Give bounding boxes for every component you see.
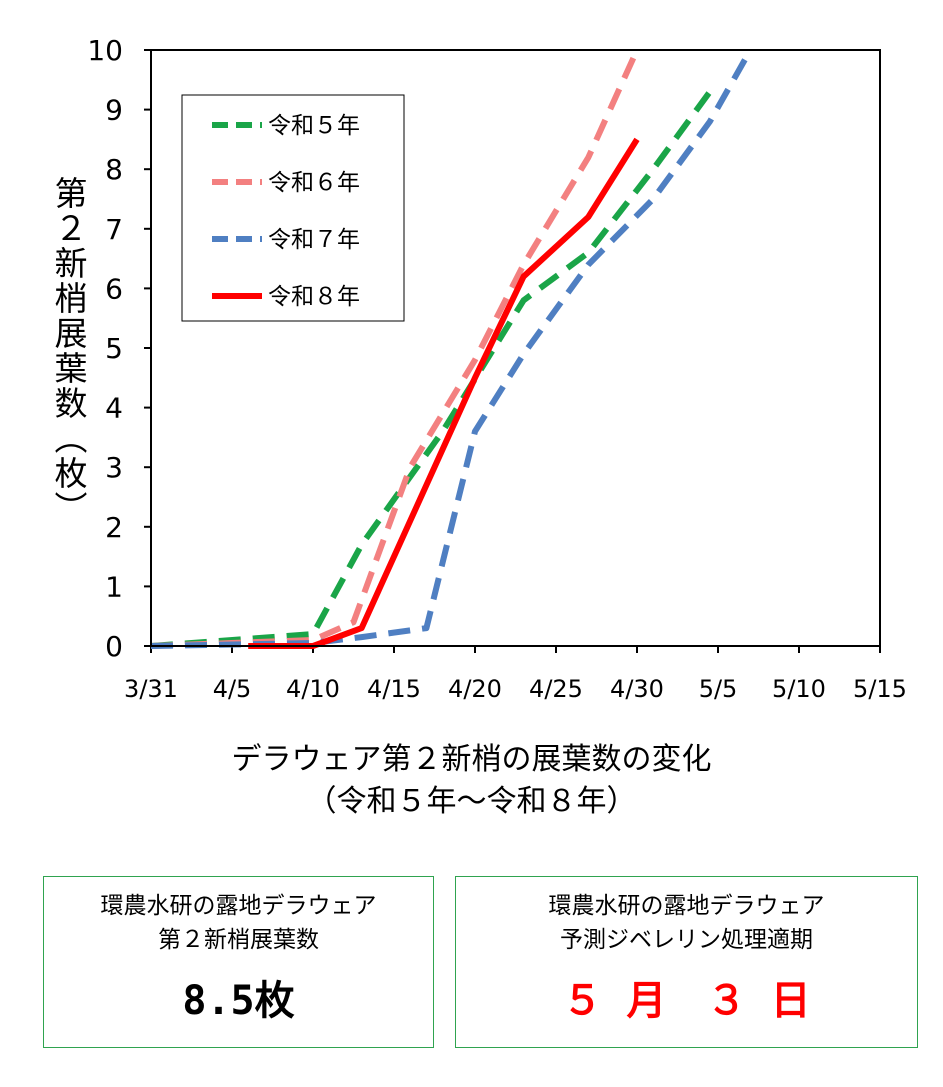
y-tick-label: 4	[105, 392, 123, 425]
legend-label-2: 令和６年	[268, 170, 360, 196]
plot-area-frame	[150, 49, 881, 647]
x-tick-label: 4/25	[529, 675, 583, 703]
y-tick-label: 0	[105, 630, 123, 663]
current-leaf-count-line2: 第２新梢展葉数	[158, 927, 319, 953]
x-axis-ticks: 3/31 4/5 4/10 4/15 4/20 4/25 4/30 5/5 5/10 5/15	[124, 646, 907, 703]
current-leaf-count-box: 環農水研の露地デラウェア 第２新梢展葉数 8.5枚	[43, 876, 434, 1048]
y-tick-label: 5	[105, 332, 123, 365]
chart-title: デラウェア第２新梢の展葉数の変化	[231, 742, 712, 777]
y-axis-label: 第２新梢展葉数（枚）	[49, 176, 88, 526]
x-tick-label: 5/15	[853, 675, 907, 703]
x-tick-label: 4/20	[448, 675, 502, 703]
y-tick-label: 2	[105, 511, 123, 544]
current-leaf-count-value: 8.5枚	[182, 978, 295, 1024]
x-tick-label: 4/10	[286, 675, 340, 703]
y-axis-ticks: 0 1 2 3 4 5 6 7 8 9 10	[87, 34, 151, 663]
y-tick-label: 3	[105, 451, 123, 484]
x-tick-label: 4/15	[367, 675, 421, 703]
leaf-count-line-chart: 0 1 2 3 4 5 6 7 8 9 10 3/31 4/5 4/10 4/15 4/20 4/25 4/30…	[87, 34, 907, 703]
x-tick-label: 3/31	[124, 675, 178, 703]
chart-subtitle: （令和５年〜令和８年）	[306, 784, 637, 819]
y-tick-label: 8	[105, 153, 123, 186]
current-leaf-count-line1: 環農水研の露地デラウェア	[100, 893, 377, 919]
x-tick-label: 5/10	[772, 675, 826, 703]
predicted-treatment-date-line2: 予測ジベレリン処理適期	[560, 927, 813, 953]
legend-label-1: 令和５年	[268, 113, 360, 139]
legend-label-3: 令和７年	[268, 227, 360, 253]
predicted-treatment-date-box: 環農水研の露地デラウェア 予測ジベレリン処理適期 ５ 月 ３ 日	[455, 876, 918, 1048]
predicted-treatment-date-value: ５ 月 ３ 日	[562, 978, 811, 1024]
y-tick-label: 1	[105, 570, 123, 603]
y-tick-label: 7	[105, 213, 123, 246]
y-tick-label: 9	[105, 94, 123, 127]
legend-frame	[181, 94, 405, 322]
y-tick-label: 6	[105, 272, 123, 305]
x-tick-label: 5/5	[699, 675, 738, 703]
x-tick-label: 4/30	[610, 675, 664, 703]
predicted-treatment-date-line1: 環農水研の露地デラウェア	[548, 893, 825, 919]
legend-label-4: 令和８年	[268, 284, 360, 310]
y-tick-label: 10	[87, 34, 123, 67]
x-tick-label: 4/5	[213, 675, 252, 703]
